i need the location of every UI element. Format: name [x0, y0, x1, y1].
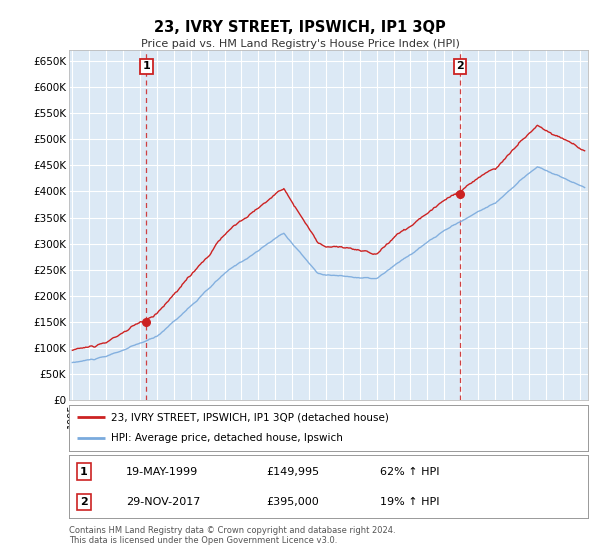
Text: 29-NOV-2017: 29-NOV-2017 — [126, 497, 200, 507]
Text: 19% ↑ HPI: 19% ↑ HPI — [380, 497, 440, 507]
Text: Contains HM Land Registry data © Crown copyright and database right 2024.: Contains HM Land Registry data © Crown c… — [69, 526, 395, 535]
Text: 23, IVRY STREET, IPSWICH, IP1 3QP (detached house): 23, IVRY STREET, IPSWICH, IP1 3QP (detac… — [110, 412, 388, 422]
Text: 2: 2 — [456, 61, 464, 71]
Text: 62% ↑ HPI: 62% ↑ HPI — [380, 466, 440, 477]
Text: 2: 2 — [80, 497, 88, 507]
Text: 19-MAY-1999: 19-MAY-1999 — [126, 466, 199, 477]
Text: 1: 1 — [143, 61, 151, 71]
Text: Price paid vs. HM Land Registry's House Price Index (HPI): Price paid vs. HM Land Registry's House … — [140, 39, 460, 49]
Text: HPI: Average price, detached house, Ipswich: HPI: Average price, detached house, Ipsw… — [110, 433, 343, 444]
Text: £149,995: £149,995 — [266, 466, 319, 477]
Text: £395,000: £395,000 — [266, 497, 319, 507]
Text: 23, IVRY STREET, IPSWICH, IP1 3QP: 23, IVRY STREET, IPSWICH, IP1 3QP — [154, 20, 446, 35]
Text: 1: 1 — [80, 466, 88, 477]
Text: This data is licensed under the Open Government Licence v3.0.: This data is licensed under the Open Gov… — [69, 536, 337, 545]
